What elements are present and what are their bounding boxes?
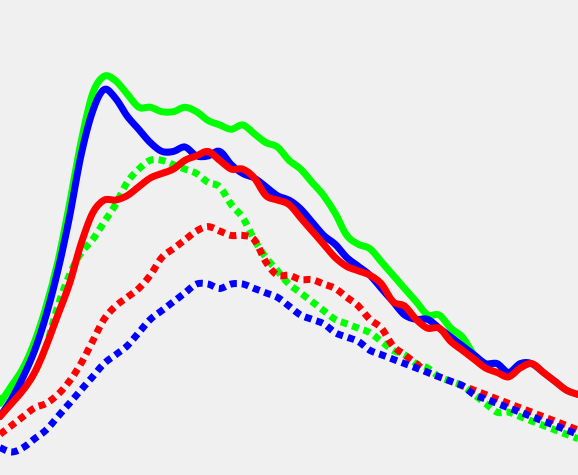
line-chart (0, 0, 578, 475)
